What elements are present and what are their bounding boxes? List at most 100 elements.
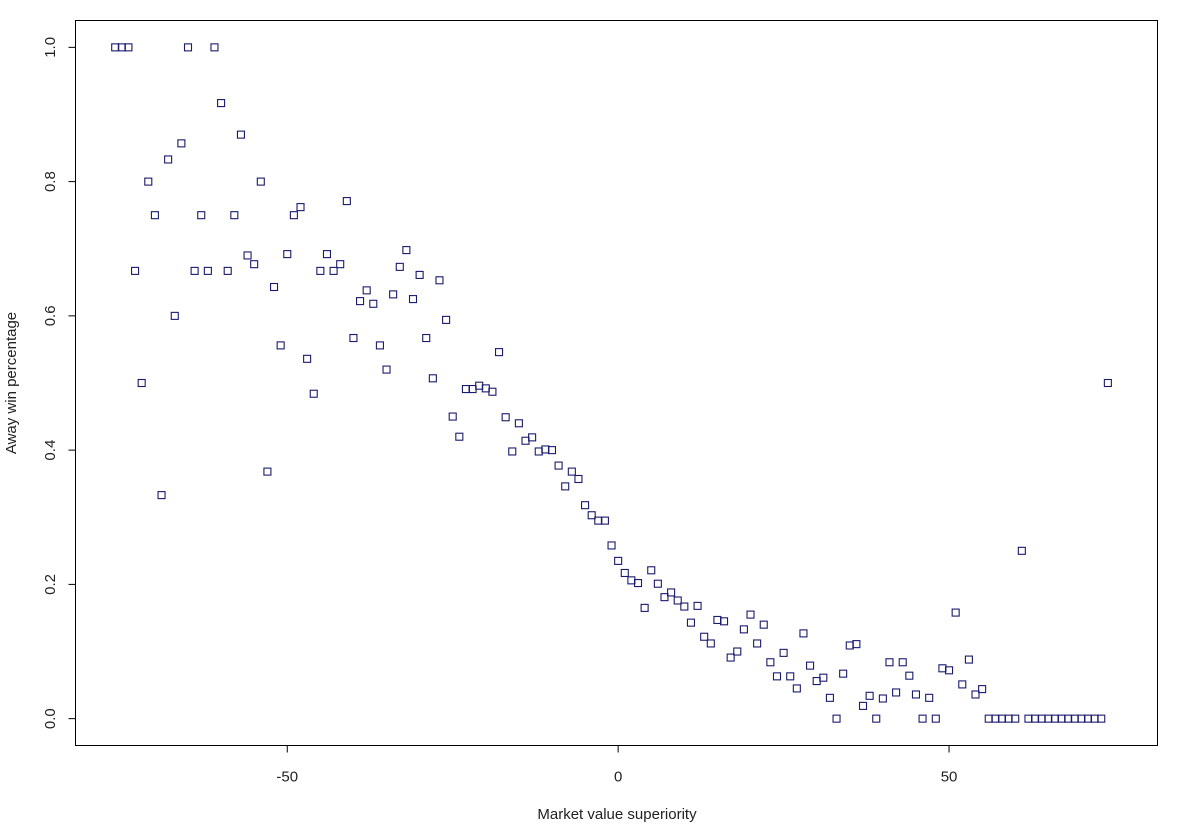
data-point (567, 467, 576, 476)
data-point (653, 579, 662, 588)
data-point (561, 482, 570, 491)
y-tick-label: 0.0 (42, 708, 59, 729)
data-point (686, 618, 695, 627)
data-points (111, 43, 1112, 723)
data-point (481, 384, 490, 393)
data-point (137, 378, 146, 388)
data-point (845, 641, 854, 650)
data-point (488, 387, 497, 396)
data-point (984, 714, 993, 723)
data-point (230, 211, 239, 220)
data-point (620, 568, 629, 578)
data-point (468, 384, 477, 394)
data-point (395, 262, 404, 271)
data-point (600, 516, 609, 525)
data-point (1097, 714, 1106, 723)
data-point (356, 297, 365, 306)
data-point (1011, 714, 1020, 723)
data-point (461, 384, 470, 394)
data-point (607, 541, 616, 550)
data-point (1004, 714, 1013, 723)
y-tick-label: 1.0 (42, 37, 59, 58)
data-point (528, 433, 537, 442)
data-point (534, 447, 543, 456)
data-point (852, 640, 861, 649)
data-point (885, 658, 894, 667)
data-point (733, 647, 742, 656)
data-point (402, 246, 411, 255)
data-point (667, 588, 676, 597)
data-point (408, 295, 418, 304)
data-point (792, 684, 801, 693)
data-point (786, 672, 795, 681)
data-point (144, 177, 153, 186)
data-point (766, 658, 775, 667)
x-tick-label: -50 (276, 769, 298, 786)
x-axis-title: Market value superiority (537, 806, 697, 823)
data-point (316, 266, 325, 275)
data-point (322, 250, 332, 259)
data-point (336, 260, 345, 269)
data-point (997, 714, 1007, 723)
data-point (772, 672, 782, 681)
data-point (349, 333, 358, 343)
data-point (382, 365, 391, 374)
data-point (362, 286, 371, 295)
data-point (210, 43, 219, 52)
data-point (633, 578, 643, 588)
data-point (1017, 546, 1026, 555)
data-point (925, 693, 934, 702)
y-axis-title: Away win percentage (3, 312, 20, 454)
data-point (428, 374, 437, 383)
data-point (971, 690, 980, 699)
data-point (594, 516, 603, 525)
data-point (706, 639, 715, 648)
data-point (223, 266, 232, 275)
data-point (673, 596, 682, 605)
data-point (944, 666, 954, 675)
data-point (872, 714, 881, 723)
data-point (514, 419, 523, 428)
x-tick-label: 0 (614, 769, 622, 786)
data-point (296, 203, 305, 212)
data-point (303, 354, 312, 363)
data-point (779, 648, 788, 657)
data-point (475, 381, 484, 390)
data-point (124, 43, 133, 52)
data-point (660, 593, 669, 602)
data-point (309, 389, 318, 398)
data-point (700, 632, 709, 641)
data-point (799, 629, 808, 638)
data-point (951, 608, 960, 617)
data-point (1083, 714, 1093, 723)
data-point (455, 432, 464, 441)
data-point (442, 315, 451, 324)
data-point (693, 601, 702, 610)
data-point (858, 701, 868, 710)
data-point (627, 576, 636, 585)
data-point (958, 680, 967, 689)
data-point (1070, 714, 1079, 723)
data-point (832, 714, 841, 723)
data-point (1031, 714, 1040, 723)
data-point (719, 617, 729, 626)
x-axis: -50 0 50 (276, 745, 957, 786)
y-axis: 0.0 0.2 0.4 0.6 0.8 1.0 (42, 37, 76, 729)
data-point (911, 690, 921, 699)
data-point (905, 671, 914, 680)
data-point (117, 43, 126, 52)
data-point (759, 620, 768, 629)
data-point (157, 491, 166, 500)
data-point (839, 669, 848, 678)
data-point (190, 266, 199, 275)
data-point (164, 155, 173, 164)
data-point (243, 251, 252, 260)
data-point (508, 447, 517, 456)
data-point (501, 413, 510, 422)
data-point (892, 688, 901, 697)
data-point (554, 461, 563, 470)
data-point (812, 677, 821, 686)
y-tick-label: 0.8 (42, 171, 59, 192)
y-tick-label: 0.2 (42, 574, 59, 595)
